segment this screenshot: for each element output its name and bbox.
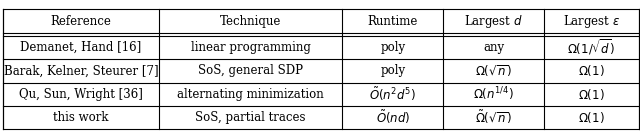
Text: Demanet, Hand [16]: Demanet, Hand [16]	[20, 41, 141, 54]
Text: $\Omega(1)$: $\Omega(1)$	[579, 110, 605, 125]
Text: Qu, Sun, Wright [36]: Qu, Sun, Wright [36]	[19, 88, 143, 101]
Text: any: any	[483, 41, 504, 54]
Text: poly: poly	[380, 41, 405, 54]
Text: Largest $d$: Largest $d$	[465, 13, 524, 30]
Text: poly: poly	[380, 64, 405, 77]
Text: Runtime: Runtime	[367, 15, 418, 28]
Text: Largest $\varepsilon$: Largest $\varepsilon$	[563, 13, 620, 30]
Text: Technique: Technique	[220, 15, 281, 28]
Text: linear programming: linear programming	[191, 41, 310, 54]
Text: $\tilde{O}(n^2 d^5)$: $\tilde{O}(n^2 d^5)$	[369, 86, 416, 103]
Text: $\Omega(1/\sqrt{d})$: $\Omega(1/\sqrt{d})$	[568, 37, 616, 57]
Text: $\Omega(\sqrt{n})$: $\Omega(\sqrt{n})$	[476, 63, 513, 79]
Text: alternating minimization: alternating minimization	[177, 88, 324, 101]
Text: this work: this work	[53, 111, 109, 124]
Text: $\Omega(1)$: $\Omega(1)$	[579, 87, 605, 102]
Text: $\Omega(n^{1/4})$: $\Omega(n^{1/4})$	[474, 85, 514, 103]
Text: $\Omega(1)$: $\Omega(1)$	[579, 63, 605, 78]
Text: Reference: Reference	[51, 15, 111, 28]
Text: $\tilde{\Omega}(\sqrt{n})$: $\tilde{\Omega}(\sqrt{n})$	[476, 109, 513, 126]
Text: SoS, general SDP: SoS, general SDP	[198, 64, 303, 77]
Text: SoS, partial traces: SoS, partial traces	[195, 111, 306, 124]
Text: Barak, Kelner, Steurer [7]: Barak, Kelner, Steurer [7]	[4, 64, 159, 77]
Text: $\tilde{O}(nd)$: $\tilde{O}(nd)$	[376, 109, 410, 126]
